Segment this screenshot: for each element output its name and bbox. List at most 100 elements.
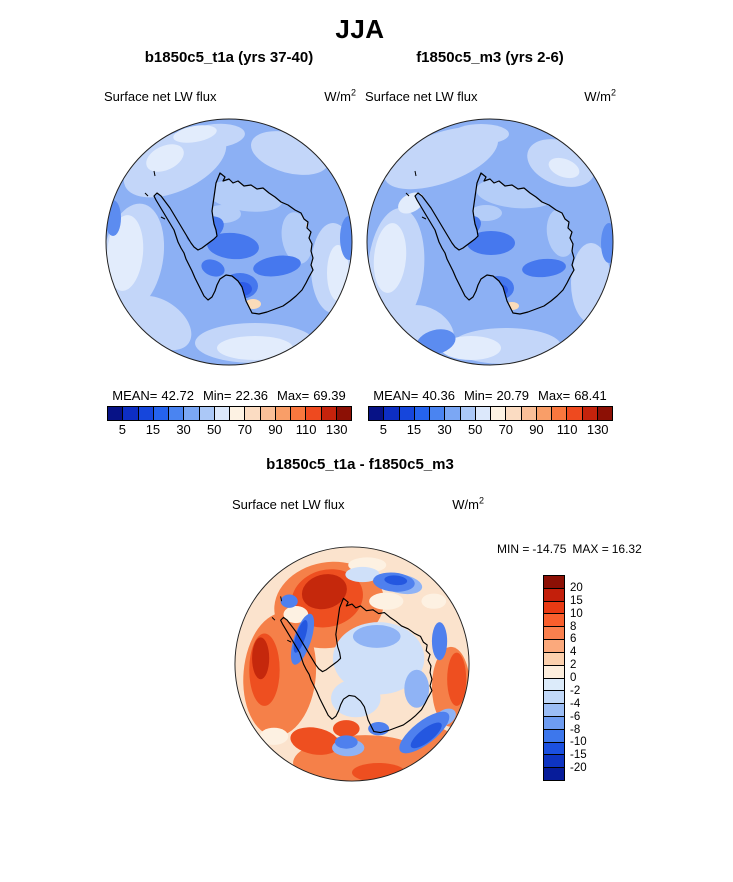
- colorbar-cell: [445, 407, 461, 420]
- map-diff-field: [234, 546, 470, 782]
- diff-min-value: -14.75: [532, 542, 567, 556]
- diff-max-label: MAX =: [572, 542, 609, 556]
- colorbar-tick-label: 70: [237, 422, 253, 437]
- min-value: 22.36: [235, 388, 269, 403]
- left-panel-subrow: Surface net LW flux W/m2: [104, 87, 356, 104]
- colorbar-tick-label: 30: [176, 422, 191, 437]
- right-stats-line: MEAN= 40.36 Min= 20.79 Max= 68.41: [340, 388, 640, 403]
- colorbar-tick-label: -8: [570, 723, 581, 736]
- left-units-label: W/m2: [324, 87, 356, 104]
- colorbar-tick-label: 15: [145, 422, 161, 437]
- map-circle-border: [105, 118, 353, 366]
- colorbar-cell: [506, 407, 522, 420]
- colorbar-tick-label: 10: [570, 607, 583, 620]
- colorbar-cell: [260, 407, 276, 420]
- colorbar-cell: [138, 407, 154, 420]
- colorbar-tick-label: 15: [406, 422, 422, 437]
- colorbar-cell: [275, 407, 291, 420]
- colorbar-cell: [544, 665, 564, 679]
- colorbar-cell: [544, 614, 564, 628]
- colorbar-cell: [169, 407, 185, 420]
- colorbar-cell: [544, 729, 564, 743]
- diff-minmax-line: MIN = -14.75 MAX = 16.32: [497, 542, 642, 556]
- colorbar-cell: [544, 704, 564, 717]
- colorbar-cell: [291, 407, 307, 420]
- colorbar-cell: [321, 407, 337, 420]
- colorbar-tick-label: 5: [379, 422, 387, 437]
- colorbar-tick-label: 0: [570, 672, 577, 684]
- colorbar-tick-label: -2: [570, 684, 581, 697]
- colorbar-cell: [544, 716, 564, 730]
- colorbar-tick-label: 130: [586, 422, 609, 437]
- colorbar-tick-label: 110: [295, 422, 317, 437]
- max-label: Max=: [277, 388, 310, 403]
- mean-value: 42.72: [161, 388, 194, 403]
- colorbar-cell: [123, 407, 139, 420]
- map-right-polar: [366, 118, 614, 366]
- colorbar-diff-ticks: 20 15 10 8 6 4 2 0 -2 -4 -6 -8 -10 -15 -20: [570, 575, 604, 781]
- colorbar-cell: [369, 407, 385, 420]
- colorbar-tick-label: 130: [325, 422, 348, 437]
- figure-title: JJA: [335, 14, 385, 44]
- map-circle-border: [234, 546, 470, 782]
- island-marks: [405, 170, 427, 220]
- right-panel-header: f1850c5_m3 (yrs 2-6): [416, 49, 564, 66]
- colorbar-cell: [544, 652, 564, 666]
- colorbar-tick-label: 2: [570, 659, 577, 672]
- map-diff-polar: [234, 546, 470, 782]
- diff-units-label: W/m2: [452, 495, 484, 512]
- colorbar-tick-label: 6: [570, 633, 577, 646]
- max-value: 68.41: [574, 388, 607, 403]
- colorbar-right: [368, 406, 613, 421]
- colorbar-cell: [597, 407, 612, 420]
- colorbar-cell: [430, 407, 446, 420]
- diff-variable-label: Surface net LW flux: [232, 497, 345, 512]
- colorbar-tick-label: -15: [570, 749, 587, 762]
- colorbar-left: [107, 406, 352, 421]
- colorbar-cell: [544, 601, 564, 615]
- island-marks: [144, 170, 166, 220]
- colorbar-cell: [108, 407, 124, 420]
- colorbar-cell: [544, 588, 564, 602]
- colorbar-tick-label: 50: [467, 422, 483, 437]
- colorbar-cell: [184, 407, 200, 420]
- colorbar-cell: [230, 407, 246, 420]
- colorbar-tick-label: 4: [570, 646, 577, 659]
- min-value: 20.79: [496, 388, 530, 403]
- colorbar-cell: [544, 755, 564, 769]
- colorbar-diff: [543, 575, 565, 781]
- colorbar-right-ticks: 5 15 30 50 70 90 110 130: [368, 422, 613, 438]
- colorbar-cell: [460, 407, 476, 420]
- colorbar-tick-label: 30: [437, 422, 452, 437]
- left-variable-label: Surface net LW flux: [104, 89, 217, 104]
- right-panel-subrow: Surface net LW flux W/m2: [365, 88, 616, 104]
- colorbar-cell: [582, 407, 598, 420]
- colorbar-tick-label: 70: [498, 422, 514, 437]
- colorbar-tick-label: -6: [570, 710, 581, 723]
- mean-label: MEAN=: [373, 388, 419, 403]
- colorbar-cell: [544, 691, 564, 705]
- colorbar-cell: [245, 407, 261, 420]
- island-marks: [271, 596, 292, 643]
- colorbar-cell: [214, 407, 230, 420]
- diff-panel-subrow: Surface net LW flux W/m2: [232, 495, 484, 512]
- colorbar-cell: [336, 407, 351, 420]
- colorbar-tick-label: 90: [268, 422, 283, 437]
- diff-min-label: MIN =: [497, 542, 530, 556]
- mean-value: 40.36: [422, 388, 455, 403]
- colorbar-cell: [567, 407, 583, 420]
- colorbar-cell: [536, 407, 552, 420]
- max-label: Max=: [538, 388, 571, 403]
- diff-max-value: 16.32: [611, 542, 642, 556]
- diff-panel-header: b1850c5_t1a - f1850c5_m3: [266, 456, 454, 473]
- colorbar-tick-label: 20: [570, 581, 583, 594]
- colorbar-cell: [491, 407, 507, 420]
- colorbar-cell: [306, 407, 322, 420]
- colorbar-cell: [544, 768, 564, 780]
- colorbar-cell: [544, 678, 564, 692]
- map-circle-border: [366, 118, 614, 366]
- left-stats-line: MEAN= 42.72 Min= 22.36 Max= 69.39: [79, 388, 379, 403]
- colorbar-cell: [399, 407, 415, 420]
- colorbar-cell: [544, 640, 564, 653]
